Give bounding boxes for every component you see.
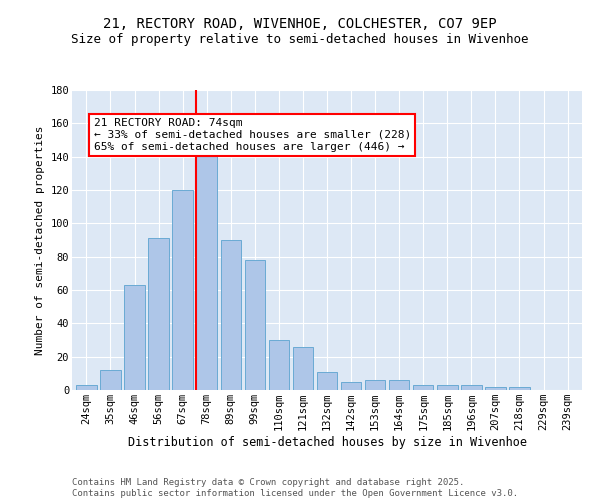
Bar [172,190,193,390]
Bar [317,372,337,390]
Bar [437,385,458,390]
Text: 21, RECTORY ROAD, WIVENHOE, COLCHESTER, CO7 9EP: 21, RECTORY ROAD, WIVENHOE, COLCHESTER, … [103,18,497,32]
Bar [245,260,265,390]
Bar [485,386,506,390]
Bar [196,155,217,390]
Text: 21 RECTORY ROAD: 74sqm
← 33% of semi-detached houses are smaller (228)
65% of se: 21 RECTORY ROAD: 74sqm ← 33% of semi-det… [94,118,411,152]
Text: Size of property relative to semi-detached houses in Wivenhoe: Size of property relative to semi-detach… [71,32,529,46]
Y-axis label: Number of semi-detached properties: Number of semi-detached properties [35,125,45,355]
X-axis label: Distribution of semi-detached houses by size in Wivenhoe: Distribution of semi-detached houses by … [128,436,527,449]
Bar [389,380,409,390]
Bar [293,346,313,390]
Bar [413,385,433,390]
Bar [148,238,169,390]
Bar [221,240,241,390]
Bar [509,386,530,390]
Bar [461,385,482,390]
Bar [100,370,121,390]
Text: Contains HM Land Registry data © Crown copyright and database right 2025.
Contai: Contains HM Land Registry data © Crown c… [72,478,518,498]
Bar [76,385,97,390]
Bar [341,382,361,390]
Bar [124,285,145,390]
Bar [269,340,289,390]
Bar [365,380,385,390]
